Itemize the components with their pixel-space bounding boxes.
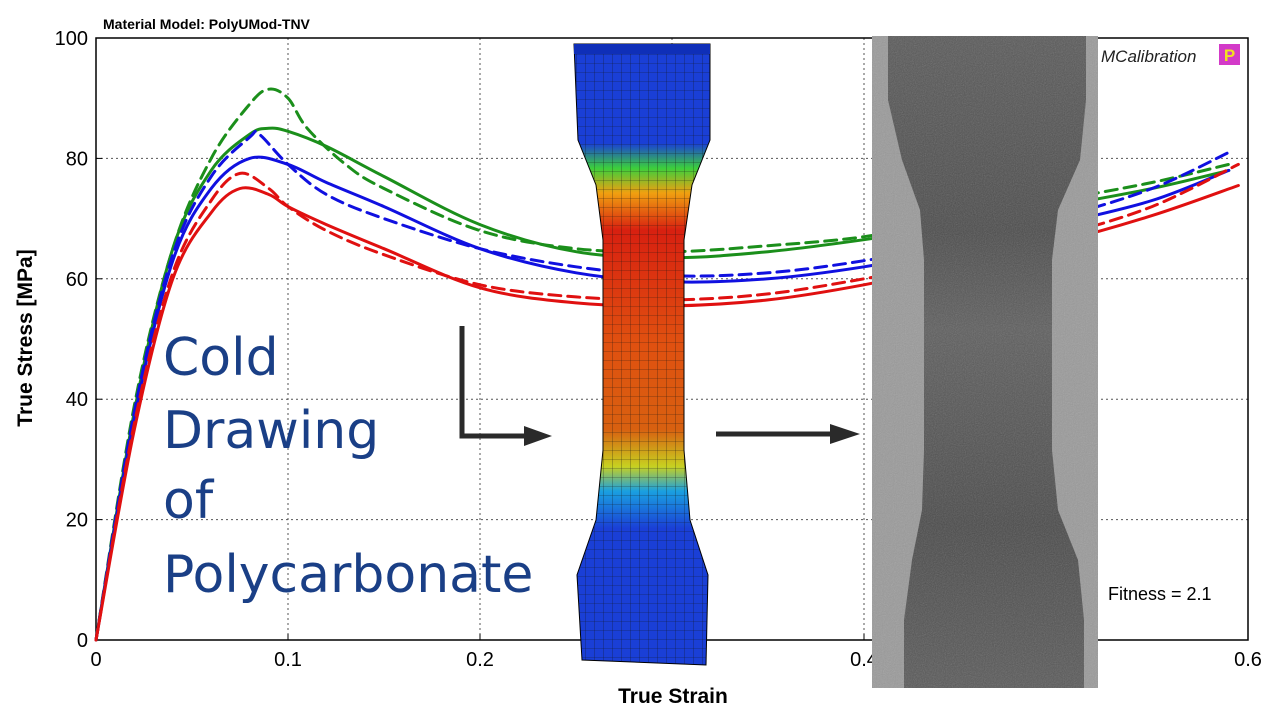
l-arrow-icon (459, 326, 552, 446)
x-axis-label: True Strain (618, 685, 728, 708)
overlay-title: Cold Drawing of Polycarbonate (163, 328, 533, 605)
right-arrow-icon (716, 424, 860, 444)
overlay-line-2: Drawing (163, 401, 379, 461)
brand-logo-icon (1219, 44, 1240, 65)
x-tick-label: 0.6 (1234, 649, 1262, 671)
overlay-line-1: Cold (163, 328, 279, 388)
x-tick-label: 0.1 (274, 649, 302, 671)
fitness-annotation: Fitness = 2.1 (1108, 584, 1212, 604)
y-axis-label: True Stress [MPa] (14, 249, 37, 426)
series-line-red-dashed (94, 162, 1240, 642)
specimen-photo (872, 36, 1098, 688)
brand-name: MCalibration (1101, 47, 1196, 66)
brand-badge: P (1224, 46, 1235, 65)
x-tick-label: 0.2 (466, 649, 494, 671)
overlay-line-4: Polycarbonate (163, 545, 533, 605)
y-tick-label: 60 (66, 269, 88, 291)
x-tick-label: 0.4 (850, 649, 878, 671)
y-tick-label: 80 (66, 148, 88, 170)
chart-title: Material Model: PolyUMod-TNV (103, 16, 311, 32)
y-tick-label: 0 (77, 630, 88, 652)
y-tick-label: 100 (55, 28, 88, 50)
x-tick-label: 0 (90, 649, 101, 671)
axis-ticks: 0 0.1 0.2 0.4 0.6 0 20 40 60 80 100 (55, 28, 1262, 671)
fea-specimen-image (573, 43, 711, 666)
overlay-line-3: of (163, 471, 215, 531)
y-tick-label: 40 (66, 389, 88, 411)
y-tick-label: 20 (66, 510, 88, 532)
